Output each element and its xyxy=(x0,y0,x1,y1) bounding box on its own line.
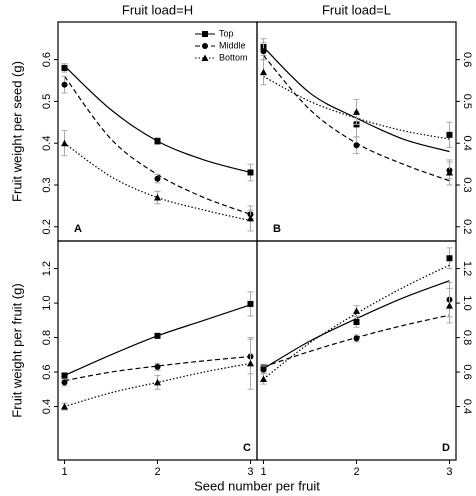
y-tick-label: 1.0 xyxy=(461,295,473,310)
point xyxy=(353,335,360,342)
point xyxy=(445,302,453,309)
y-tick-label: 0.3 xyxy=(461,177,473,192)
y-tick-label: 0.3 xyxy=(41,177,53,192)
legend-label: Bottom xyxy=(219,52,248,62)
fit-curve xyxy=(64,142,251,222)
point xyxy=(154,378,161,386)
column-title: Fruit load=H xyxy=(122,2,193,17)
y-tick-label: 0.5 xyxy=(461,94,473,109)
point xyxy=(260,48,267,55)
legend-marker xyxy=(202,43,208,49)
point xyxy=(154,194,161,201)
y-axis-title: Fruit weight per seed (g) xyxy=(9,61,24,202)
point xyxy=(154,175,161,182)
legend-marker xyxy=(202,31,208,37)
y-tick-label: 1.2 xyxy=(461,261,473,276)
panel-frame xyxy=(57,240,258,461)
point xyxy=(353,307,360,314)
panel-label: B xyxy=(273,223,281,235)
y-tick-label: 0.4 xyxy=(461,136,473,151)
y-tick-label: 0.4 xyxy=(41,136,53,151)
x-tick-label: 1 xyxy=(260,466,266,478)
point xyxy=(61,139,69,147)
y-tick-label: 1.0 xyxy=(41,295,53,310)
legend-label: Middle xyxy=(219,40,246,50)
y-tick-label: 0.2 xyxy=(461,219,473,234)
panel-label: D xyxy=(442,442,450,454)
point xyxy=(446,255,453,262)
y-tick-label: 0.4 xyxy=(461,399,473,414)
point xyxy=(353,319,360,326)
point xyxy=(247,300,254,307)
x-tick-label: 1 xyxy=(61,466,67,478)
point xyxy=(260,68,268,76)
fit-curve xyxy=(64,65,251,174)
y-tick-label: 0.4 xyxy=(41,399,53,414)
point xyxy=(61,379,68,386)
x-tick-label: 3 xyxy=(446,466,452,478)
point xyxy=(154,332,161,339)
legend-marker xyxy=(201,54,209,61)
point xyxy=(154,363,161,370)
point xyxy=(260,366,267,373)
y-tick-label: 0.5 xyxy=(41,94,53,109)
point xyxy=(61,64,68,71)
y-axis-title: Fruit weight per fruit (g) xyxy=(9,283,24,417)
panel-frame xyxy=(256,240,457,461)
point xyxy=(353,142,360,149)
column-title: Fruit load=L xyxy=(322,2,391,17)
panel-label: A xyxy=(74,223,82,235)
fit-curve xyxy=(64,355,251,382)
point xyxy=(446,131,453,138)
x-tick-label: 2 xyxy=(353,466,359,478)
x-tick-label: 3 xyxy=(247,466,253,478)
y-tick-label: 0.2 xyxy=(41,219,53,234)
panel-label: C xyxy=(243,442,251,454)
y-tick-label: 0.6 xyxy=(41,364,53,379)
point xyxy=(246,214,254,222)
y-tick-label: 0.8 xyxy=(461,330,473,345)
y-tick-label: 0.6 xyxy=(461,364,473,379)
y-tick-label: 0.6 xyxy=(461,52,473,67)
point xyxy=(154,138,161,145)
point xyxy=(61,372,68,379)
fit-curve xyxy=(64,362,251,408)
x-axis-title: Seed number per fruit xyxy=(194,478,320,493)
point xyxy=(247,169,254,176)
point xyxy=(61,81,68,88)
y-tick-label: 0.6 xyxy=(41,52,53,67)
point xyxy=(61,403,69,410)
point xyxy=(445,168,453,176)
point xyxy=(260,375,268,382)
y-tick-label: 1.2 xyxy=(41,261,53,276)
point xyxy=(353,108,360,115)
y-tick-label: 0.8 xyxy=(41,330,53,345)
legend-label: Top xyxy=(219,28,234,38)
point xyxy=(246,359,254,367)
x-tick-label: 2 xyxy=(154,466,160,478)
